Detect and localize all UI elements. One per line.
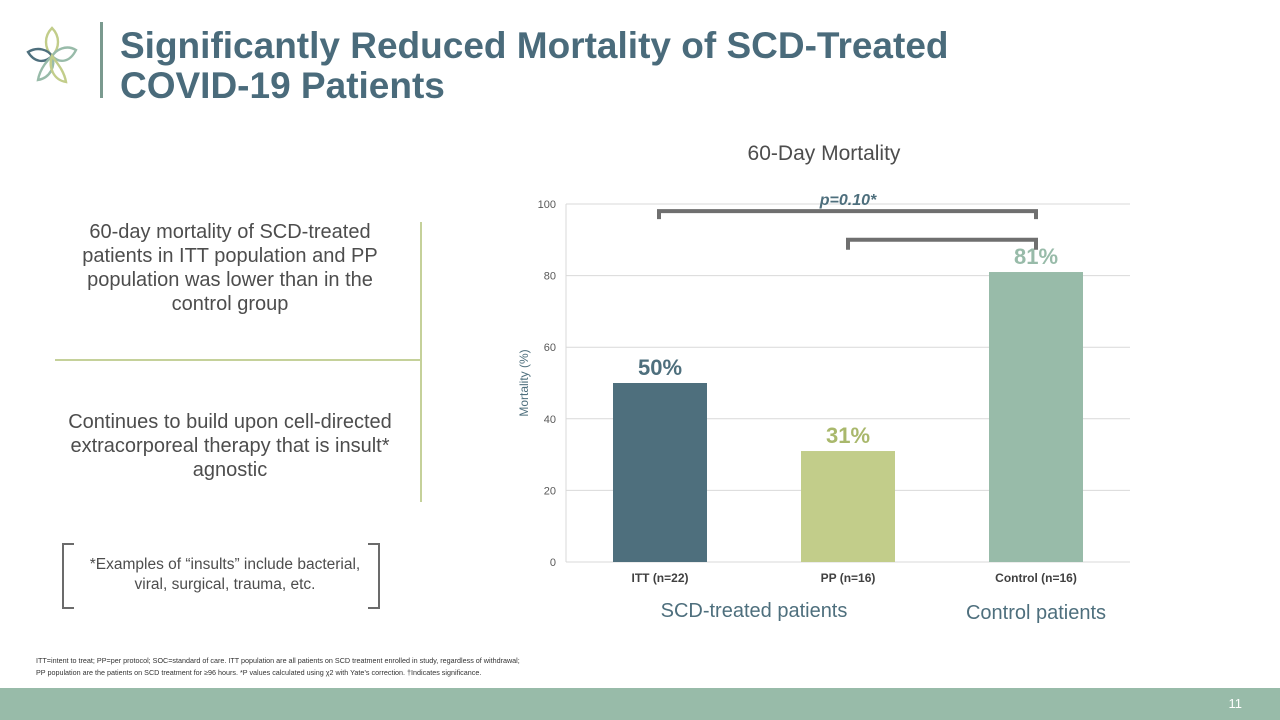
p-value-annotation: p=0.10* (819, 192, 877, 209)
bar (613, 383, 707, 562)
bar (989, 272, 1083, 562)
mortality-chart: 60-Day Mortality 0 20 40 60 80 100 Mortality (%… (517, 142, 1130, 624)
title-divider (100, 22, 103, 98)
x-tick-label: Control (n=16) (995, 571, 1077, 585)
vertical-divider (420, 222, 422, 502)
y-tick-label: 40 (544, 414, 556, 426)
data-label: 50% (638, 355, 682, 380)
company-logo (26, 26, 78, 84)
significance-bracket (657, 209, 1038, 220)
footer-bar: 11 (0, 688, 1280, 720)
y-axis-label: Mortality (%) (517, 349, 531, 416)
page-number: 11 (1228, 696, 1243, 711)
y-tick-label: 60 (544, 342, 556, 354)
key-point-therapy: Continues to build upon cell-directed ex… (68, 411, 392, 481)
x-tick-label: ITT (n=22) (631, 571, 688, 585)
y-tick-label: 80 (544, 271, 556, 283)
insults-note: *Examples of “insults” include bacterial… (89, 556, 361, 593)
significance-bracket (846, 237, 1038, 250)
horizontal-divider (55, 359, 421, 361)
group-label-control: Control patients (966, 602, 1106, 624)
key-point-mortality: 60-day mortality of SCD-treated patients… (82, 221, 378, 315)
chart-title: 60-Day Mortality (748, 142, 901, 165)
note-bracket-right (368, 543, 380, 609)
page-title: Significantly Reduced Mortality of SCD-T… (120, 26, 1120, 106)
footnote-line-2: PP population are the patients on SCD tr… (36, 668, 482, 677)
y-tick-label: 20 (544, 485, 556, 497)
data-label: 31% (826, 423, 870, 448)
y-tick-label: 0 (550, 557, 556, 569)
x-tick-label: PP (n=16) (821, 571, 876, 585)
title-line-2: COVID-19 Patients (120, 65, 445, 106)
title-line-1: Significantly Reduced Mortality of SCD-T… (120, 25, 949, 66)
bar (801, 451, 895, 562)
footnote-line-1: ITT=intent to treat; PP=per protocol; SO… (36, 656, 520, 665)
footnote: ITT=intent to treat; PP=per protocol; SO… (36, 655, 736, 679)
group-label-scd: SCD-treated patients (661, 600, 848, 622)
note-bracket-left (62, 543, 74, 609)
y-tick-label: 100 (538, 199, 556, 211)
